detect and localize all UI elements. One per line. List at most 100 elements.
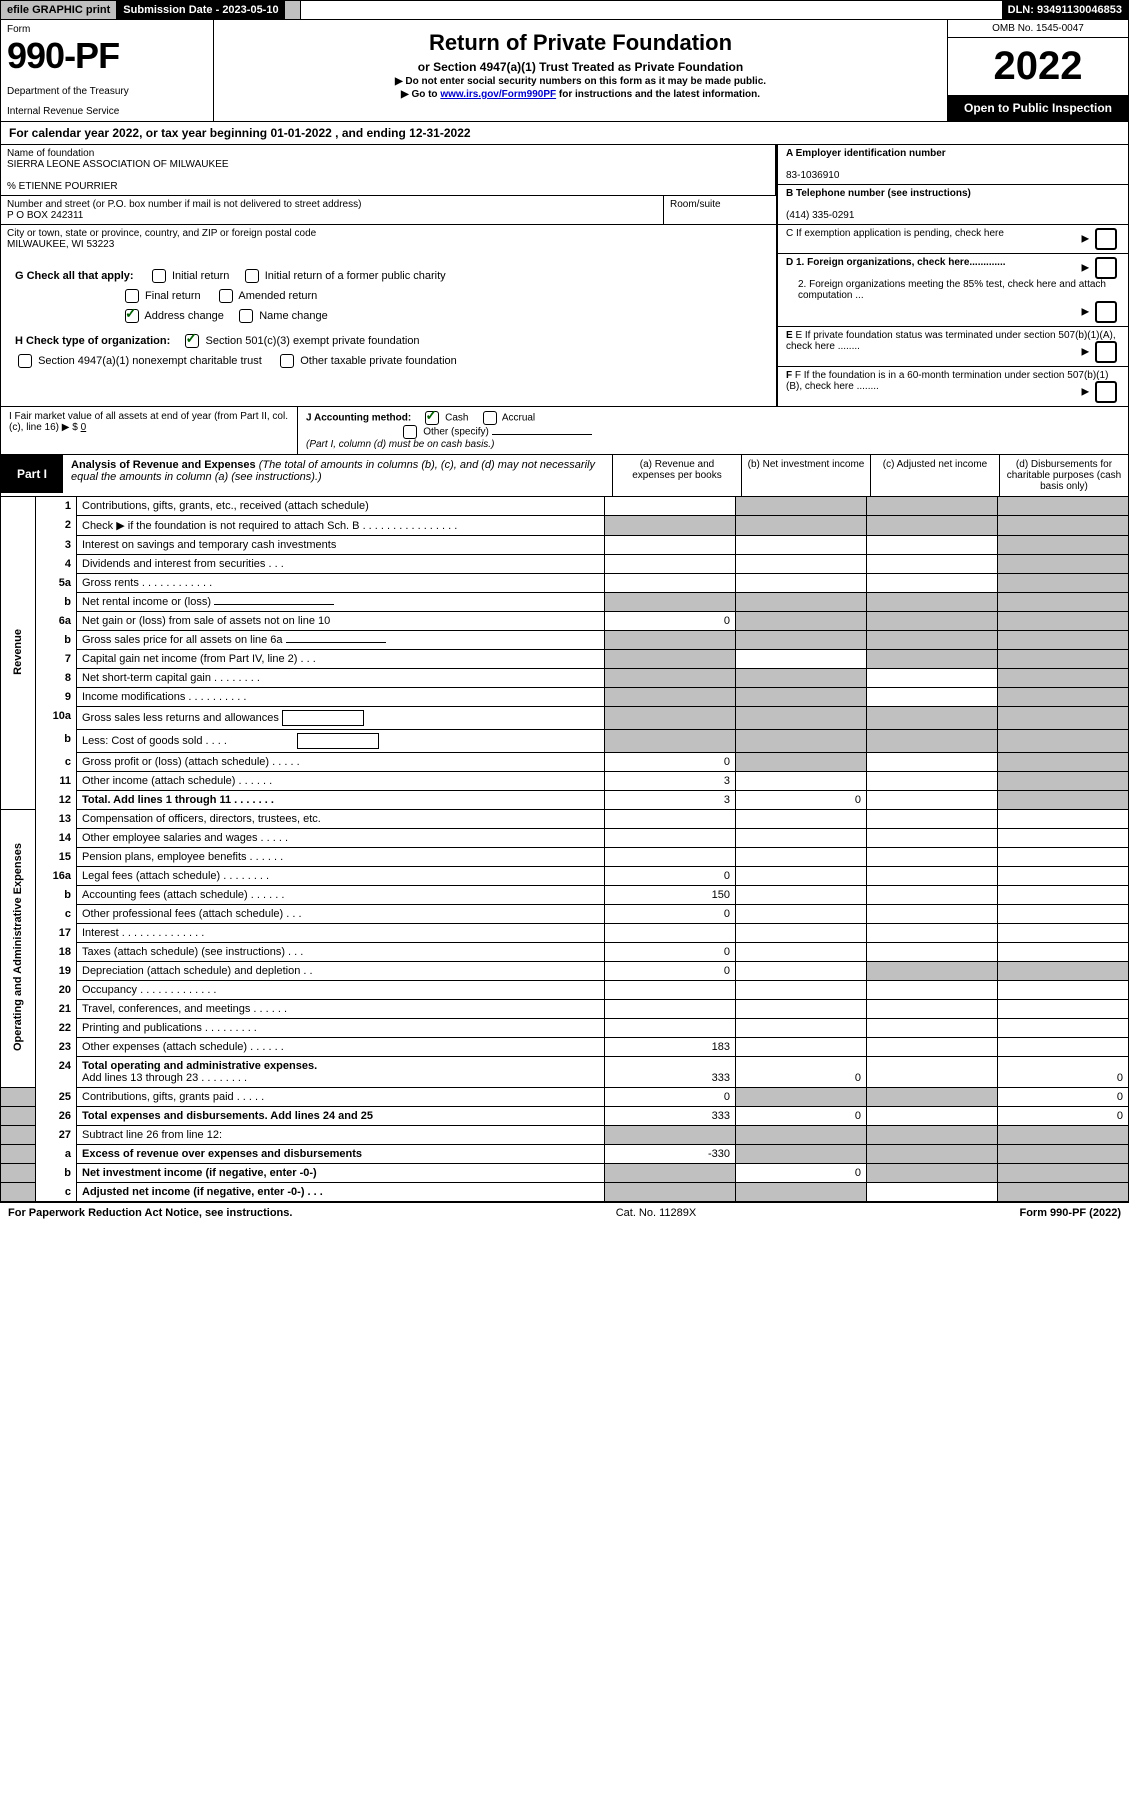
address-change-checkbox[interactable] bbox=[125, 309, 139, 323]
tax-year: 2022 bbox=[948, 38, 1128, 95]
dln: DLN: 93491130046853 bbox=[1002, 1, 1128, 19]
name-change-checkbox[interactable] bbox=[239, 309, 253, 323]
val-25-a: 0 bbox=[605, 1088, 736, 1107]
form-ref: Form 990-PF (2022) bbox=[1019, 1207, 1121, 1219]
line-24: Total operating and administrative expen… bbox=[77, 1057, 605, 1088]
val-16b-a: 150 bbox=[605, 886, 736, 905]
line-3: Interest on savings and temporary cash i… bbox=[77, 536, 605, 555]
line-16a: Legal fees (attach schedule) . . . . . .… bbox=[77, 867, 605, 886]
form-number: 990-PF bbox=[7, 35, 207, 77]
g1: Initial return bbox=[172, 270, 229, 282]
foreign-org-checkbox[interactable] bbox=[1095, 257, 1117, 279]
val-10c-a: 0 bbox=[605, 753, 736, 772]
name-label: Name of foundation bbox=[7, 148, 769, 159]
line-6b: Gross sales price for all assets on line… bbox=[77, 631, 605, 650]
line-2: Check ▶ if the foundation is not require… bbox=[77, 516, 605, 536]
note2-suffix: for instructions and the latest informat… bbox=[556, 89, 760, 100]
initial-former-checkbox[interactable] bbox=[245, 269, 259, 283]
val-26-d: 0 bbox=[998, 1107, 1129, 1126]
line-21: Travel, conferences, and meetings . . . … bbox=[77, 1000, 605, 1019]
analysis-table: Revenue 1Contributions, gifts, grants, e… bbox=[0, 497, 1129, 1202]
line-27: Subtract line 26 from line 12: bbox=[77, 1126, 605, 1145]
open-public: Open to Public Inspection bbox=[948, 95, 1128, 121]
line-26: Total expenses and disbursements. Add li… bbox=[82, 1110, 373, 1122]
g5: Address change bbox=[144, 310, 224, 322]
line-20: Occupancy . . . . . . . . . . . . . bbox=[77, 981, 605, 1000]
foundation-name: SIERRA LEONE ASSOCIATION OF MILWAUKEE bbox=[7, 159, 769, 170]
initial-return-checkbox[interactable] bbox=[152, 269, 166, 283]
line-23: Other expenses (attach schedule) . . . .… bbox=[77, 1038, 605, 1057]
other-taxable-checkbox[interactable] bbox=[280, 354, 294, 368]
accrual-checkbox[interactable] bbox=[483, 411, 497, 425]
header: Form 990-PF Department of the Treasury I… bbox=[0, 20, 1129, 122]
top-bar: efile GRAPHIC print Submission Date - 20… bbox=[0, 0, 1129, 20]
cash-checkbox[interactable] bbox=[425, 411, 439, 425]
other-label: Other (specify) bbox=[423, 427, 489, 438]
60month-checkbox[interactable] bbox=[1095, 381, 1117, 403]
line-16c: Other professional fees (attach schedule… bbox=[77, 905, 605, 924]
header-left: Form 990-PF Department of the Treasury I… bbox=[1, 20, 214, 121]
line-12: Total. Add lines 1 through 11 . . . . . … bbox=[82, 794, 274, 806]
form-link[interactable]: www.irs.gov/Form990PF bbox=[440, 89, 556, 100]
note1: ▶ Do not enter social security numbers o… bbox=[220, 76, 941, 87]
val-24-a: 333 bbox=[605, 1057, 736, 1088]
line-27c: Adjusted net income (if negative, enter … bbox=[82, 1186, 323, 1198]
footer: For Paperwork Reduction Act Notice, see … bbox=[0, 1202, 1129, 1223]
other-method-checkbox[interactable] bbox=[403, 425, 417, 439]
j-label: J Accounting method: bbox=[306, 413, 411, 424]
street: P O BOX 242311 bbox=[7, 210, 657, 221]
col-b-head: (b) Net investment income bbox=[741, 455, 870, 496]
line-13: Compensation of officers, directors, tru… bbox=[77, 810, 605, 829]
val-12-b: 0 bbox=[736, 791, 867, 810]
final-return-checkbox[interactable] bbox=[125, 289, 139, 303]
501c3-checkbox[interactable] bbox=[185, 334, 199, 348]
cash-label: Cash bbox=[445, 413, 468, 424]
part1-header: Part I Analysis of Revenue and Expenses … bbox=[0, 455, 1129, 497]
h1: Section 501(c)(3) exempt private foundat… bbox=[206, 335, 420, 347]
val-24-b: 0 bbox=[736, 1057, 867, 1088]
col-a-head: (a) Revenue and expenses per books bbox=[612, 455, 741, 496]
subdate-spacer bbox=[285, 1, 301, 19]
h2: Section 4947(a)(1) nonexempt charitable … bbox=[38, 355, 262, 367]
submission-date: Submission Date - 2023-05-10 bbox=[117, 1, 284, 19]
g-checks: G Check all that apply: Initial return I… bbox=[7, 261, 770, 332]
d2: 2. Foreign organizations meeting the 85%… bbox=[786, 279, 1120, 301]
amended-return-checkbox[interactable] bbox=[219, 289, 233, 303]
line-5a: Gross rents . . . . . . . . . . . . bbox=[77, 574, 605, 593]
entity-block: Name of foundation SIERRA LEONE ASSOCIAT… bbox=[0, 145, 1129, 407]
i-label: I Fair market value of all assets at end… bbox=[9, 411, 288, 433]
line-5b: Net rental income or (loss) bbox=[77, 593, 605, 612]
col-d-head: (d) Disbursements for charitable purpose… bbox=[999, 455, 1128, 496]
form-label: Form bbox=[7, 24, 207, 35]
line-27b: Net investment income (if negative, ente… bbox=[82, 1167, 317, 1179]
g4: Amended return bbox=[238, 290, 317, 302]
val-23-a: 183 bbox=[605, 1038, 736, 1057]
line-6a: Net gain or (loss) from sale of assets n… bbox=[77, 612, 605, 631]
terminated-checkbox[interactable] bbox=[1095, 341, 1117, 363]
ein-label: A Employer identification number bbox=[786, 148, 946, 159]
line-10c: Gross profit or (loss) (attach schedule)… bbox=[77, 753, 605, 772]
form-title: Return of Private Foundation bbox=[220, 30, 941, 56]
cat-no: Cat. No. 11289X bbox=[616, 1207, 697, 1219]
line-9: Income modifications . . . . . . . . . . bbox=[77, 688, 605, 707]
line-8: Net short-term capital gain . . . . . . … bbox=[77, 669, 605, 688]
form-subtitle: or Section 4947(a)(1) Trust Treated as P… bbox=[220, 60, 941, 74]
line-7: Capital gain net income (from Part IV, l… bbox=[77, 650, 605, 669]
g-label: G Check all that apply: bbox=[15, 270, 134, 282]
line-22: Printing and publications . . . . . . . … bbox=[77, 1019, 605, 1038]
accrual-label: Accrual bbox=[502, 413, 535, 424]
paperwork-notice: For Paperwork Reduction Act Notice, see … bbox=[8, 1207, 292, 1219]
h-label: H Check type of organization: bbox=[15, 335, 170, 347]
h3: Other taxable private foundation bbox=[300, 355, 457, 367]
val-11-a: 3 bbox=[605, 772, 736, 791]
g6: Name change bbox=[259, 310, 328, 322]
4947-checkbox[interactable] bbox=[18, 354, 32, 368]
f-text: F If the foundation is in a 60-month ter… bbox=[786, 370, 1108, 392]
j-note: (Part I, column (d) must be on cash basi… bbox=[306, 439, 494, 450]
exemption-pending-checkbox[interactable] bbox=[1095, 228, 1117, 250]
85pct-checkbox[interactable] bbox=[1095, 301, 1117, 323]
val-24-d: 0 bbox=[998, 1057, 1129, 1088]
part1-label: Part I bbox=[1, 455, 63, 493]
note2: ▶ Go to www.irs.gov/Form990PF for instru… bbox=[220, 89, 941, 100]
header-center: Return of Private Foundation or Section … bbox=[214, 20, 947, 121]
